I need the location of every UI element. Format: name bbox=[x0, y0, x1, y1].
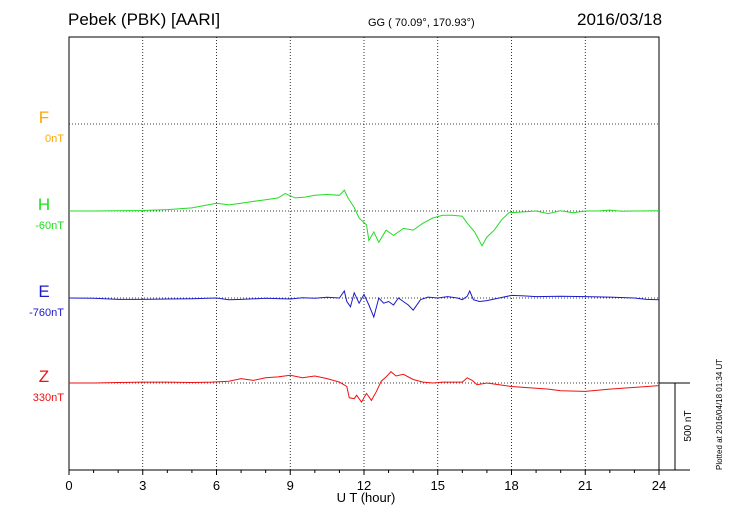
x-tick-label: 12 bbox=[357, 478, 371, 493]
series-line-z bbox=[69, 371, 660, 404]
series-name-h: H bbox=[38, 195, 50, 214]
x-tick-label: 6 bbox=[213, 478, 220, 493]
plotted-timestamp: Plotted at 2016/04/18 01:34 UT bbox=[715, 358, 724, 470]
x-tick-label: 0 bbox=[65, 478, 72, 493]
series-line-e bbox=[68, 289, 660, 319]
station-coordinates: GG ( 70.09°, 170.93°) bbox=[368, 17, 475, 29]
x-tick-label: 15 bbox=[431, 478, 445, 493]
x-axis-label: U T (hour) bbox=[337, 490, 396, 505]
scale-bar-label: 500 nT bbox=[683, 410, 694, 441]
x-tick-label: 3 bbox=[139, 478, 146, 493]
series-offset-f: 0nT bbox=[45, 133, 64, 145]
series-offset-e: -760nT bbox=[29, 307, 64, 319]
series-line-h bbox=[69, 189, 660, 247]
series-labels: F 0nT H -60nT E -760nT Z 330nT bbox=[29, 108, 64, 404]
x-tick-label: 9 bbox=[287, 478, 294, 493]
x-tick-label: 24 bbox=[652, 478, 666, 493]
scale-bar: 500 nT bbox=[659, 382, 694, 471]
station-title: Pebek (PBK) [AARI] bbox=[68, 10, 221, 29]
x-axis-ticks: 0 3 6 9 12 15 18 21 24 bbox=[65, 470, 666, 493]
series-offset-h: -60nT bbox=[35, 220, 64, 232]
series-name-z: Z bbox=[39, 367, 49, 386]
chart-date: 2016/03/18 bbox=[577, 10, 663, 29]
series-offset-z: 330nT bbox=[33, 392, 64, 404]
x-tick-label: 21 bbox=[578, 478, 592, 493]
x-tick-label: 18 bbox=[504, 478, 518, 493]
series-name-f: F bbox=[39, 108, 49, 127]
grid-lines bbox=[69, 37, 659, 470]
series-name-e: E bbox=[38, 282, 49, 301]
series-group bbox=[68, 189, 660, 404]
